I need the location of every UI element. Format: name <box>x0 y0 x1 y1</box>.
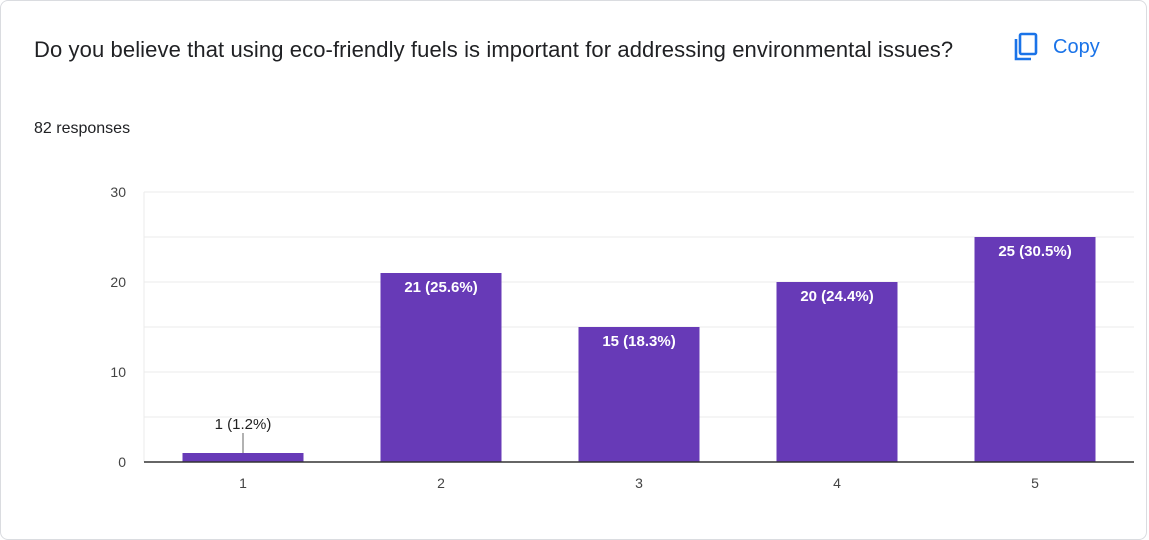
x-tick-label: 1 <box>239 475 247 491</box>
data-label: 1 (1.2%) <box>215 416 272 433</box>
bar[interactable] <box>182 453 304 462</box>
bar[interactable] <box>776 282 898 462</box>
x-tick-label: 5 <box>1031 475 1039 491</box>
bar-chart: 1 (1.2%)21 (25.6%)15 (18.3%)20 (24.4%)25… <box>110 184 1134 491</box>
y-tick-label: 0 <box>118 454 126 470</box>
copy-icon <box>1013 32 1039 62</box>
data-label: 20 (24.4%) <box>800 288 873 305</box>
x-tick-label: 2 <box>437 475 445 491</box>
bars <box>182 237 1096 462</box>
data-label: 21 (25.6%) <box>404 279 477 296</box>
copy-button[interactable]: Copy <box>1005 25 1108 69</box>
bar[interactable] <box>578 327 700 462</box>
data-label: 15 (18.3%) <box>602 333 675 350</box>
question-title: Do you believe that using eco-friendly f… <box>34 37 954 62</box>
y-tick-label: 10 <box>110 364 126 380</box>
x-tick-label: 4 <box>833 475 841 491</box>
axes: 0 10 20 30 1 2 3 4 5 <box>110 184 1134 491</box>
x-tick-label: 3 <box>635 475 643 491</box>
y-tick-label: 30 <box>110 184 126 200</box>
y-tick-label: 20 <box>110 274 126 290</box>
bar[interactable] <box>380 273 502 462</box>
bar[interactable] <box>974 237 1096 462</box>
data-label: 25 (30.5%) <box>998 243 1071 260</box>
data-labels: 1 (1.2%) 21 (25.6%) 15 (18.3%) 20 (24.4%) 25… <box>215 243 1072 453</box>
copy-label: Copy <box>1053 35 1100 58</box>
response-count: 82 responses <box>34 120 131 137</box>
